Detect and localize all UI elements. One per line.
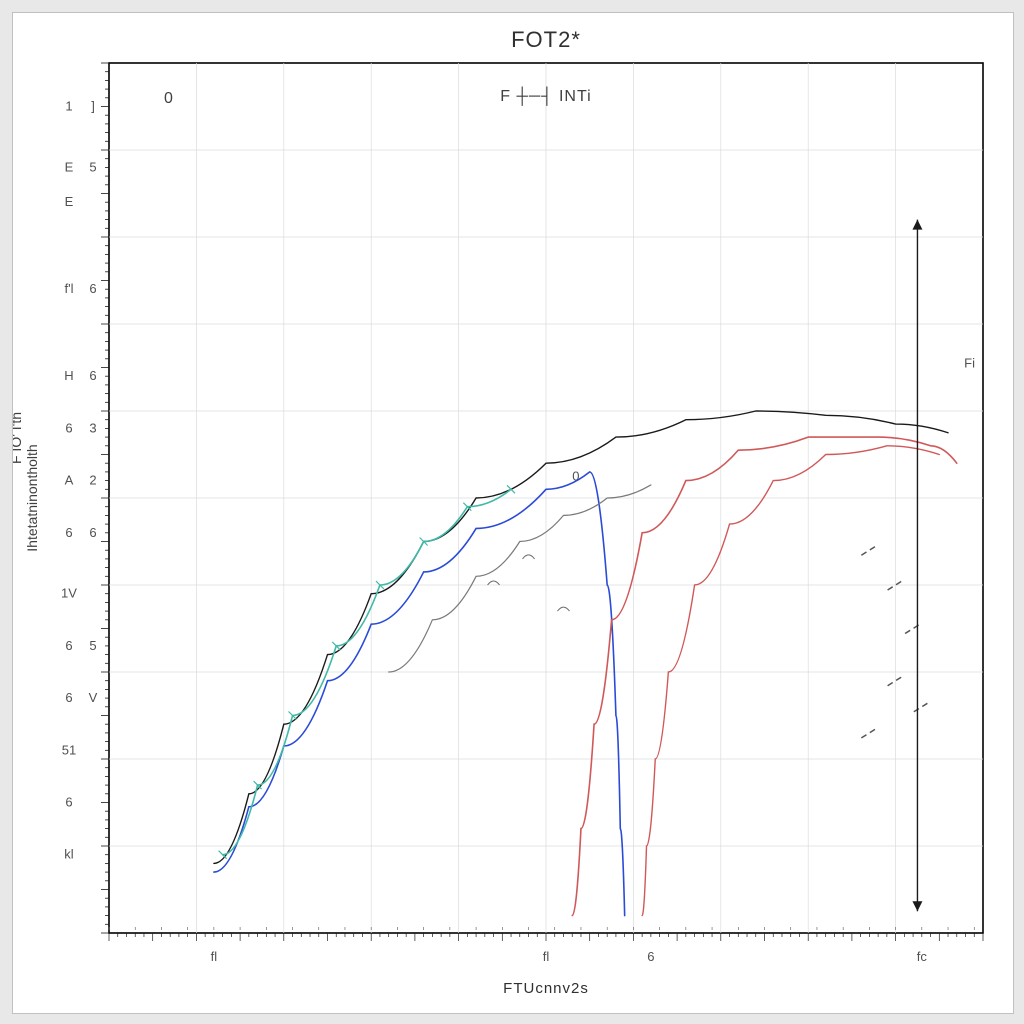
scribble-mark: [488, 581, 500, 585]
y-tick-label: A: [65, 473, 74, 488]
y-tick-label-2: ]: [91, 99, 95, 114]
y-tick-label-2: 5: [89, 638, 96, 653]
x-axis-label: FTUcnnv2s: [503, 980, 589, 997]
y-tick-label-2: 6: [89, 525, 96, 540]
y-tick-label-2: 3: [89, 420, 96, 435]
dash-mark: [905, 624, 921, 634]
dash-mark: [861, 545, 877, 555]
y-tick-label: E: [65, 194, 74, 209]
chart-frame: FOT2*F ┼─┤ INTi00Fiflfl6fcFTUcnnv2s1]E5E…: [12, 12, 1014, 1014]
y-tick-label: 6: [65, 420, 72, 435]
y-tick-label-2: 5: [89, 159, 96, 174]
y-tick-label-2: 6: [89, 368, 96, 383]
x-tick-label: fl: [211, 949, 218, 964]
y-tick-label-2: V: [89, 690, 98, 705]
y-tick-label: 1V: [61, 586, 77, 601]
y-tick-label: kl: [64, 847, 74, 862]
dash-mark: [861, 728, 877, 738]
y-tick-label: H: [64, 368, 73, 383]
series-red-curve-1: [572, 437, 957, 915]
chart-subtitle: F ┼─┤ INTi: [500, 86, 591, 106]
y-tick-label-2: 2: [89, 473, 96, 488]
y-tick-label-2: 6: [89, 281, 96, 296]
x-tick-label: fl: [543, 949, 550, 964]
chart-title: FOT2*: [511, 27, 581, 52]
x-tick-label: fc: [917, 949, 928, 964]
scribble-mark: [523, 555, 535, 559]
corner-label: 0: [164, 90, 174, 107]
y-axis-label: Ihtetatninontholth: [24, 444, 40, 551]
scribble-mark: [557, 607, 569, 611]
y-tick-label: 51: [62, 742, 76, 757]
series-blue-curve: [214, 472, 625, 916]
y-tick-label: 6: [65, 525, 72, 540]
line-chart: FOT2*F ┼─┤ INTi00Fiflfl6fcFTUcnnv2s1]E5E…: [13, 13, 1013, 1013]
right-label: Fi: [964, 356, 975, 371]
x-tick-label: 6: [647, 949, 654, 964]
y-axis-label-2: F IO' I'th: [13, 412, 24, 464]
y-tick-label: 6: [65, 638, 72, 653]
y-tick-label: 6: [65, 690, 72, 705]
y-tick-label: E: [65, 159, 74, 174]
series-red-curve-2: [642, 446, 939, 916]
y-tick-label: 1: [65, 99, 72, 114]
arrowhead-up-icon: [912, 220, 922, 230]
y-tick-label: 6: [65, 795, 72, 810]
y-tick-label: f'l: [65, 281, 74, 296]
arrowhead-down-icon: [912, 901, 922, 911]
dash-mark: [914, 702, 930, 712]
